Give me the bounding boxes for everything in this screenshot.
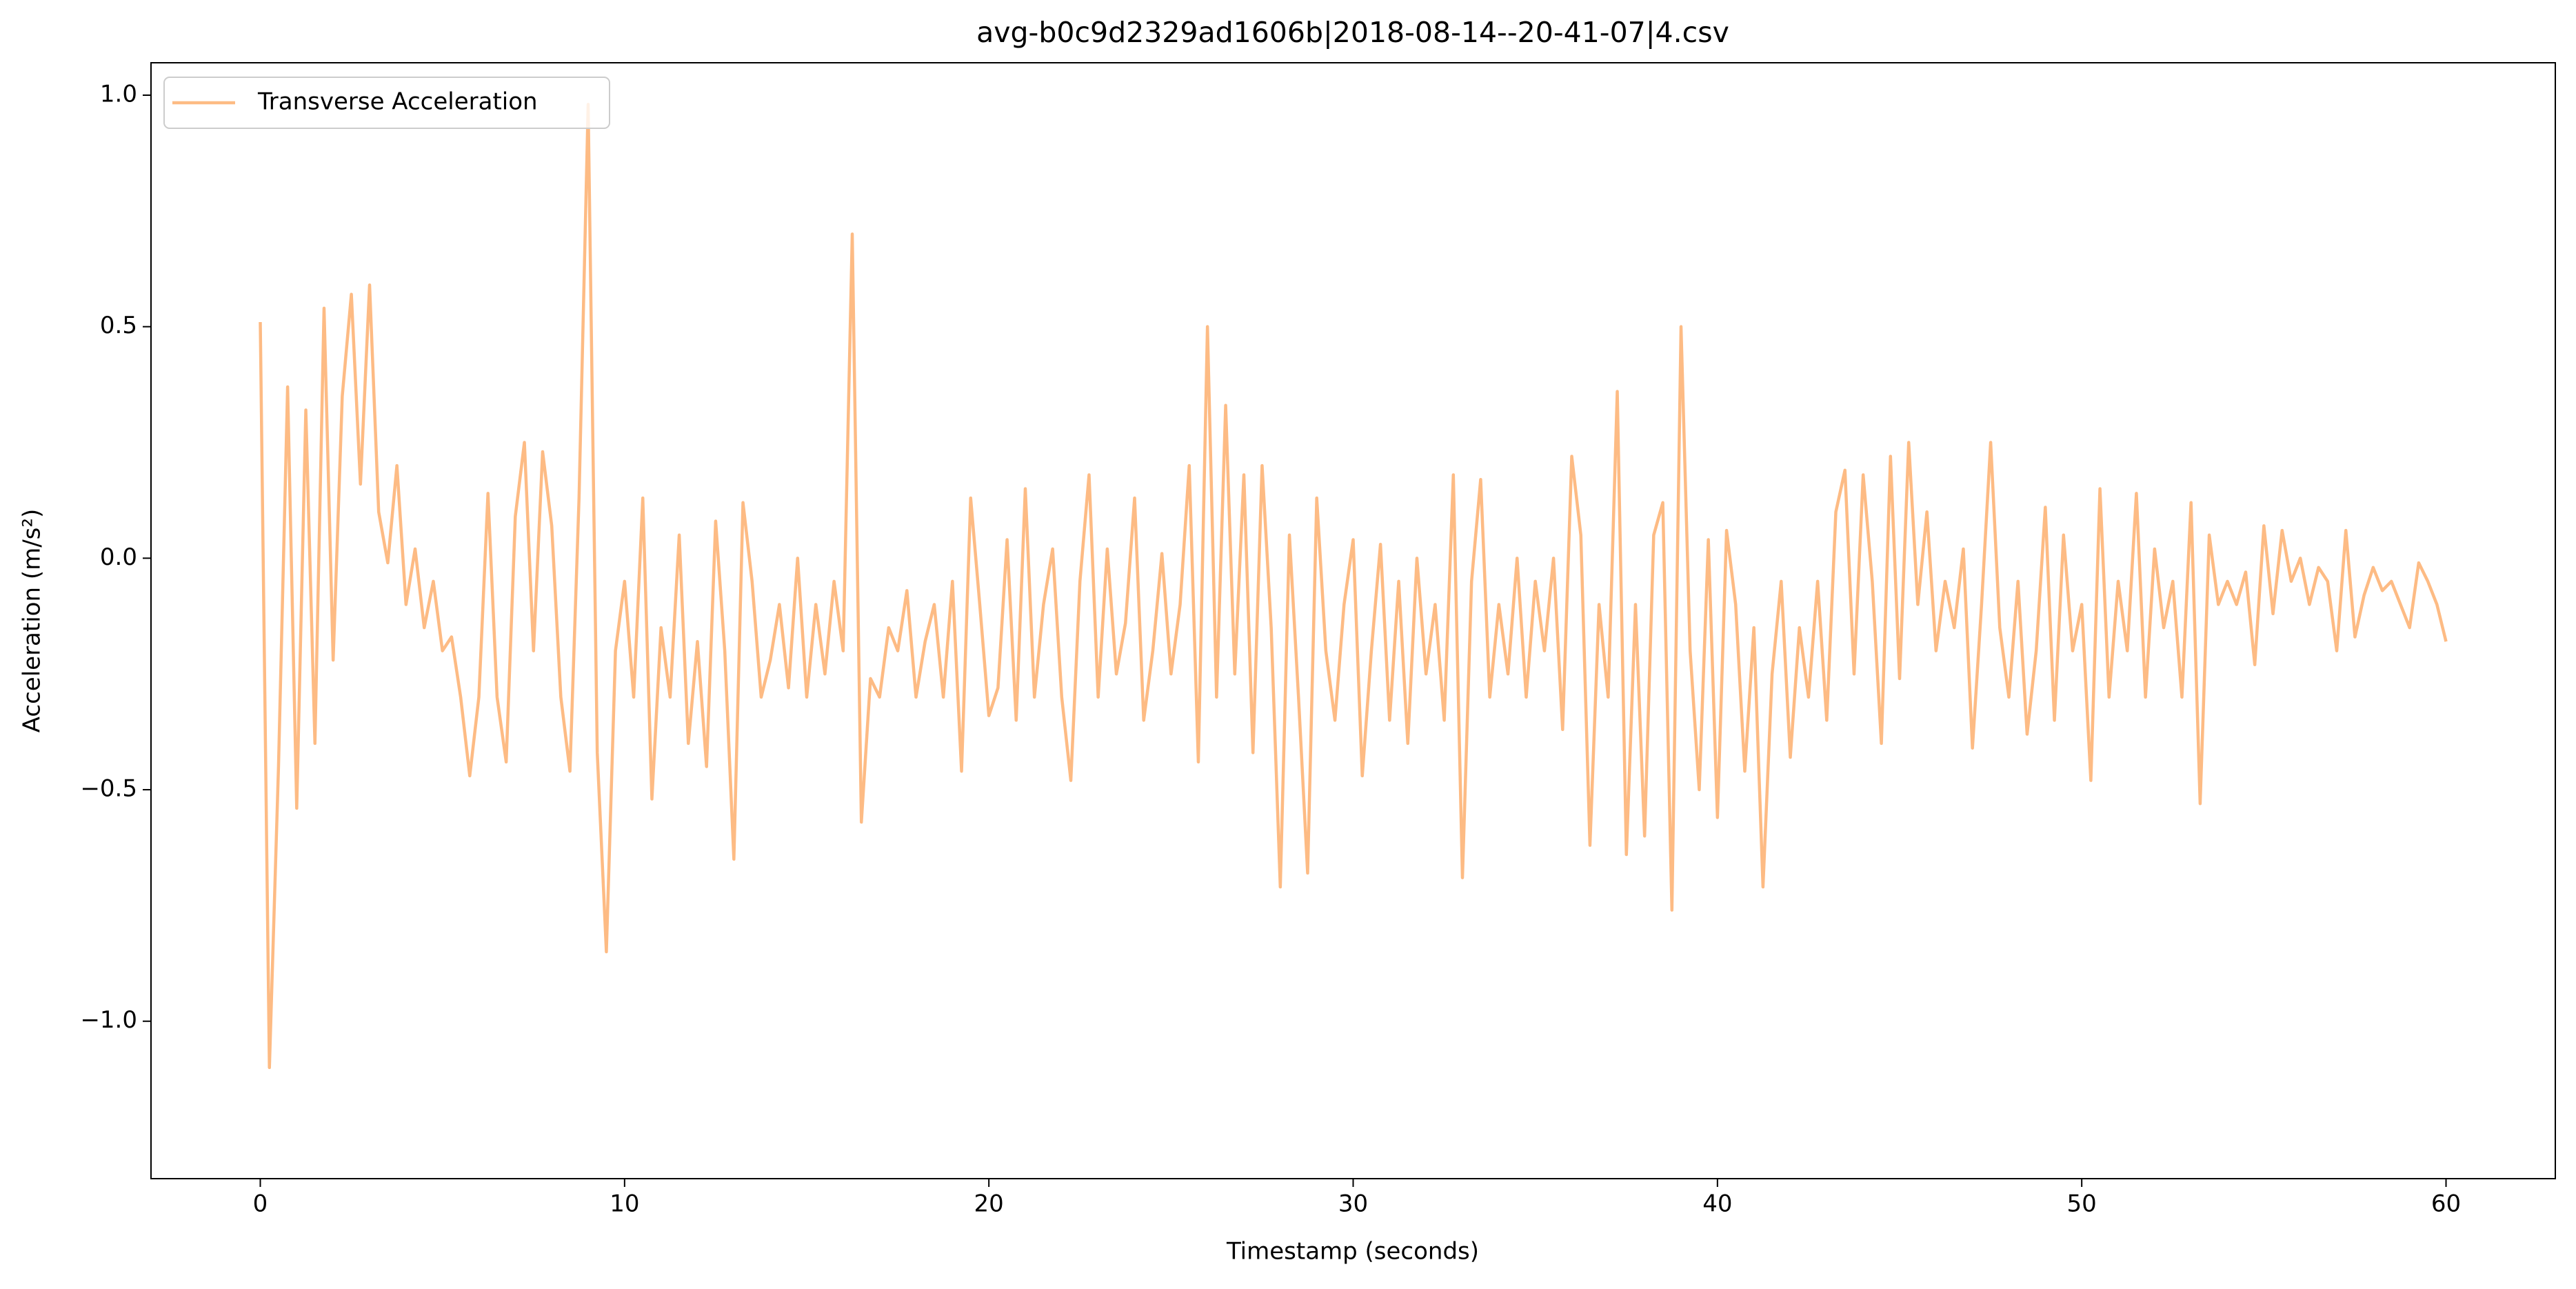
x-tick-label: 20	[974, 1190, 1004, 1218]
x-tick-label: 0	[253, 1190, 268, 1218]
legend-box	[163, 77, 610, 129]
y-tick-label: −1.0	[80, 1006, 137, 1034]
y-tick-label: 0.5	[100, 312, 137, 339]
x-axis-label: Timestamp (seconds)	[1226, 1238, 1479, 1266]
y-tick-label: −0.5	[80, 775, 137, 803]
data-line	[259, 103, 2448, 1070]
y-axis-label: Acceleration (m/s²)	[19, 509, 46, 733]
y-tick-label: 0.0	[100, 543, 137, 571]
chart-title: avg-b0c9d2329ad1606b|2018-08-14--20-41-0…	[976, 16, 1729, 49]
x-tick-label: 60	[2431, 1190, 2461, 1218]
legend-label: Transverse Acceleration	[257, 88, 538, 116]
x-tick-label: 50	[2067, 1190, 2097, 1218]
x-tick-label: 30	[1338, 1190, 1368, 1218]
y-tick-label: 1.0	[100, 80, 137, 108]
x-tick-label: 10	[610, 1190, 639, 1218]
plot-frame	[150, 62, 2556, 1179]
x-tick-label: 40	[1702, 1190, 1732, 1218]
